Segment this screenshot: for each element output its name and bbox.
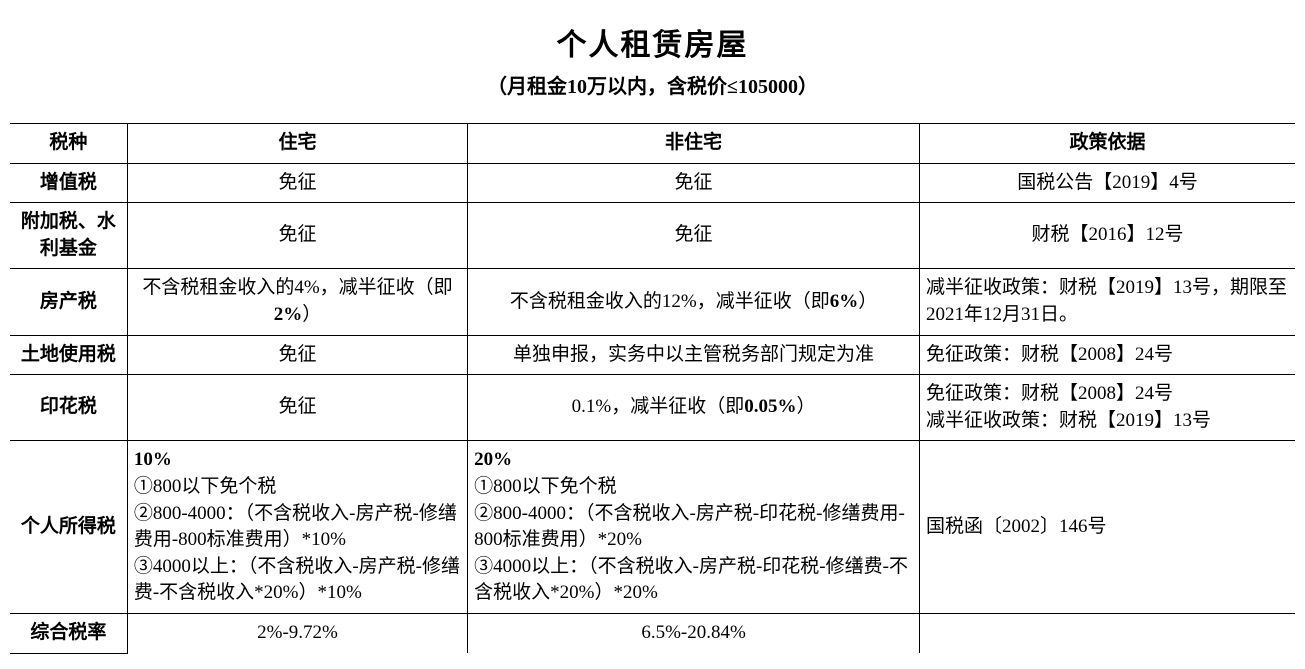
cell-residential: 免征 <box>127 163 467 203</box>
text: ） <box>796 396 815 417</box>
text: 减半征收政策：财税【2019】13号 <box>926 410 1211 431</box>
col-header-basis: 政策依据 <box>919 124 1295 164</box>
rate-value: 6% <box>830 291 859 312</box>
cell-basis <box>919 613 1295 653</box>
text: ①800以下免个税 <box>134 476 277 497</box>
table-row: 增值税 免征 免征 国税公告【2019】4号 <box>10 163 1295 203</box>
text: 0.1%，减半征收（即 <box>572 396 745 417</box>
table-header-row: 税种 住宅 非住宅 政策依据 <box>10 124 1295 164</box>
cell-basis: 免征政策：财税【2008】24号 减半征收政策：财税【2019】13号 <box>919 375 1295 441</box>
table-row: 房产税 不含税租金收入的4%，减半征收（即2%） 不含税租金收入的12%，减半征… <box>10 269 1295 335</box>
row-label: 印花税 <box>10 375 127 441</box>
row-label: 个人所得税 <box>10 441 127 614</box>
text: ③4000以上：（不含税收入-房产税-印花税-修缮费-不含税收入*20%）*20… <box>474 556 908 604</box>
cell-residential: 免征 <box>127 375 467 441</box>
table-row: 综合税率 2%-9.72% 6.5%-20.84% <box>10 613 1295 653</box>
cell-nonresidential: 20% ①800以下免个税 ②800-4000：（不含税收入-房产税-印花税-修… <box>468 441 920 614</box>
col-header-nonresidential: 非住宅 <box>468 124 920 164</box>
text: ①800以下免个税 <box>474 476 617 497</box>
text: 免征政策：财税【2008】24号 <box>926 383 1173 404</box>
row-label: 房产税 <box>10 269 127 335</box>
text: ） <box>302 304 321 325</box>
text: ②800-4000：（不含税收入-房产税-修缮费用-800标准费用）*10% <box>134 503 457 551</box>
cell-nonresidential: 单独申报，实务中以主管税务部门规定为准 <box>468 335 920 375</box>
text: ） <box>858 291 877 312</box>
table-row: 土地使用税 免征 单独申报，实务中以主管税务部门规定为准 免征政策：财税【200… <box>10 335 1295 375</box>
cell-basis: 国税函〔2002〕146号 <box>919 441 1295 614</box>
cell-residential: 免征 <box>127 335 467 375</box>
rate-value: 2% <box>274 304 303 325</box>
document-page: 个人租赁房屋 （月租金10万以内，含税价≤105000） 税种 住宅 非住宅 政… <box>0 0 1305 654</box>
text: ②800-4000：（不含税收入-房产税-印花税-修缮费用-800标准费用）*2… <box>474 503 905 551</box>
table-row: 印花税 免征 0.1%，减半征收（即0.05%） 免征政策：财税【2008】24… <box>10 375 1295 441</box>
cell-residential: 免征 <box>127 203 467 269</box>
table-row: 附加税、水利基金 免征 免征 财税【2016】12号 <box>10 203 1295 269</box>
rate-value: 20% <box>474 449 512 470</box>
cell-residential: 不含税租金收入的4%，减半征收（即 2%） <box>127 269 467 335</box>
cell-nonresidential: 不含税租金收入的12%，减半征收（即6%） <box>468 269 920 335</box>
col-header-residential: 住宅 <box>127 124 467 164</box>
tax-table: 税种 住宅 非住宅 政策依据 增值税 免征 免征 国税公告【2019】4号 附加… <box>10 123 1295 654</box>
table-row: 个人所得税 10% ①800以下免个税 ②800-4000：（不含税收入-房产税… <box>10 441 1295 614</box>
rate-value: 10% <box>134 449 172 470</box>
cell-residential: 2%-9.72% <box>127 613 467 653</box>
row-label: 增值税 <box>10 163 127 203</box>
page-title: 个人租赁房屋 <box>10 20 1295 64</box>
row-label: 综合税率 <box>10 613 127 653</box>
text: ③4000以上：（不含税收入-房产税-修缮费-不含税收入*20%）*10% <box>134 556 460 604</box>
cell-residential: 10% ①800以下免个税 ②800-4000：（不含税收入-房产税-修缮费用-… <box>127 441 467 614</box>
rate-value: 0.05% <box>744 396 796 417</box>
cell-basis: 财税【2016】12号 <box>919 203 1295 269</box>
row-label: 附加税、水利基金 <box>10 203 127 269</box>
text: 不含税租金收入的4%，减半征收（即 <box>142 277 452 298</box>
cell-basis: 国税公告【2019】4号 <box>919 163 1295 203</box>
cell-nonresidential: 免征 <box>468 203 920 269</box>
text: 不含税租金收入的12%，减半征收（即 <box>510 291 830 312</box>
page-subtitle: （月租金10万以内，含税价≤105000） <box>10 70 1295 99</box>
cell-nonresidential: 0.1%，减半征收（即0.05%） <box>468 375 920 441</box>
cell-nonresidential: 免征 <box>468 163 920 203</box>
row-label: 土地使用税 <box>10 335 127 375</box>
cell-nonresidential: 6.5%-20.84% <box>468 613 920 653</box>
col-header-tax: 税种 <box>10 124 127 164</box>
cell-basis: 减半征收政策：财税【2019】13号，期限至2021年12月31日。 <box>919 269 1295 335</box>
cell-basis: 免征政策：财税【2008】24号 <box>919 335 1295 375</box>
